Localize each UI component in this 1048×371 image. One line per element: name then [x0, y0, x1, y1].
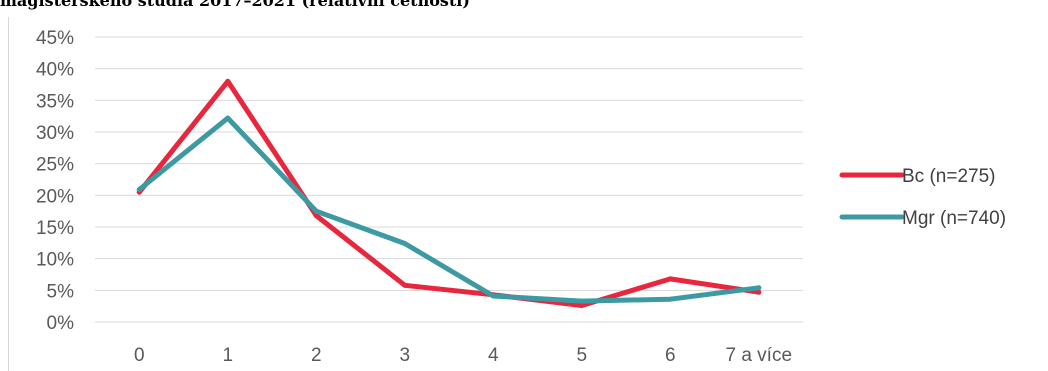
data-point — [313, 208, 319, 214]
data-point — [225, 115, 231, 121]
x-tick-label: 7 a více — [725, 345, 792, 366]
data-point — [313, 213, 319, 219]
legend-label: Mgr (n=740) — [902, 208, 1006, 229]
y-axis-ticks: 0% 5% 10% 15% 20% 25% 30% 35% 40% 45% — [36, 28, 74, 334]
x-tick-label: 0 — [134, 345, 145, 366]
data-point — [136, 187, 142, 193]
x-tick-label: 5 — [576, 345, 587, 366]
series-lines — [136, 78, 762, 309]
y-tick-label: 5% — [47, 281, 75, 302]
y-tick-label: 0% — [47, 313, 75, 334]
data-point — [756, 289, 762, 295]
data-point — [402, 240, 408, 246]
x-tick-label: 6 — [665, 345, 676, 366]
x-tick-label: 1 — [222, 345, 233, 366]
y-tick-label: 45% — [36, 28, 74, 49]
gridlines — [95, 36, 803, 323]
legend-item-1: Bc (n=275) — [839, 166, 995, 187]
legend-item-2: Mgr (n=740) — [839, 208, 1006, 229]
data-point — [579, 303, 585, 309]
series-line-2 — [136, 115, 762, 304]
y-tick-label: 30% — [36, 123, 74, 144]
data-point — [490, 293, 496, 299]
chart-title: magisterského studia 2017–2021 (relativn… — [0, 0, 470, 10]
x-tick-label: 2 — [311, 345, 322, 366]
data-point — [579, 298, 585, 304]
y-tick-label: 15% — [36, 218, 74, 239]
y-tick-label: 40% — [36, 60, 74, 81]
data-point — [402, 282, 408, 288]
data-point — [225, 78, 231, 84]
chart-frame — [8, 17, 1048, 371]
legend-label: Bc (n=275) — [902, 166, 995, 187]
data-point — [667, 276, 673, 282]
y-tick-label: 10% — [36, 250, 74, 271]
y-tick-label: 35% — [36, 91, 74, 112]
data-point — [756, 285, 762, 291]
series-line-1 — [136, 78, 762, 308]
x-tick-label: 4 — [488, 345, 499, 366]
data-point — [667, 296, 673, 302]
x-tick-label: 3 — [399, 345, 410, 366]
y-tick-label: 20% — [36, 186, 74, 207]
legend: Bc (n=275) Mgr (n=740) — [839, 166, 1006, 229]
x-axis-ticks: 0 1 2 3 4 5 6 7 a více — [134, 345, 792, 366]
y-tick-label: 25% — [36, 155, 74, 176]
